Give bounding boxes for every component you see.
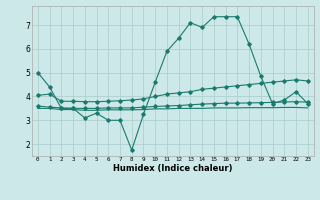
X-axis label: Humidex (Indice chaleur): Humidex (Indice chaleur): [113, 164, 233, 173]
